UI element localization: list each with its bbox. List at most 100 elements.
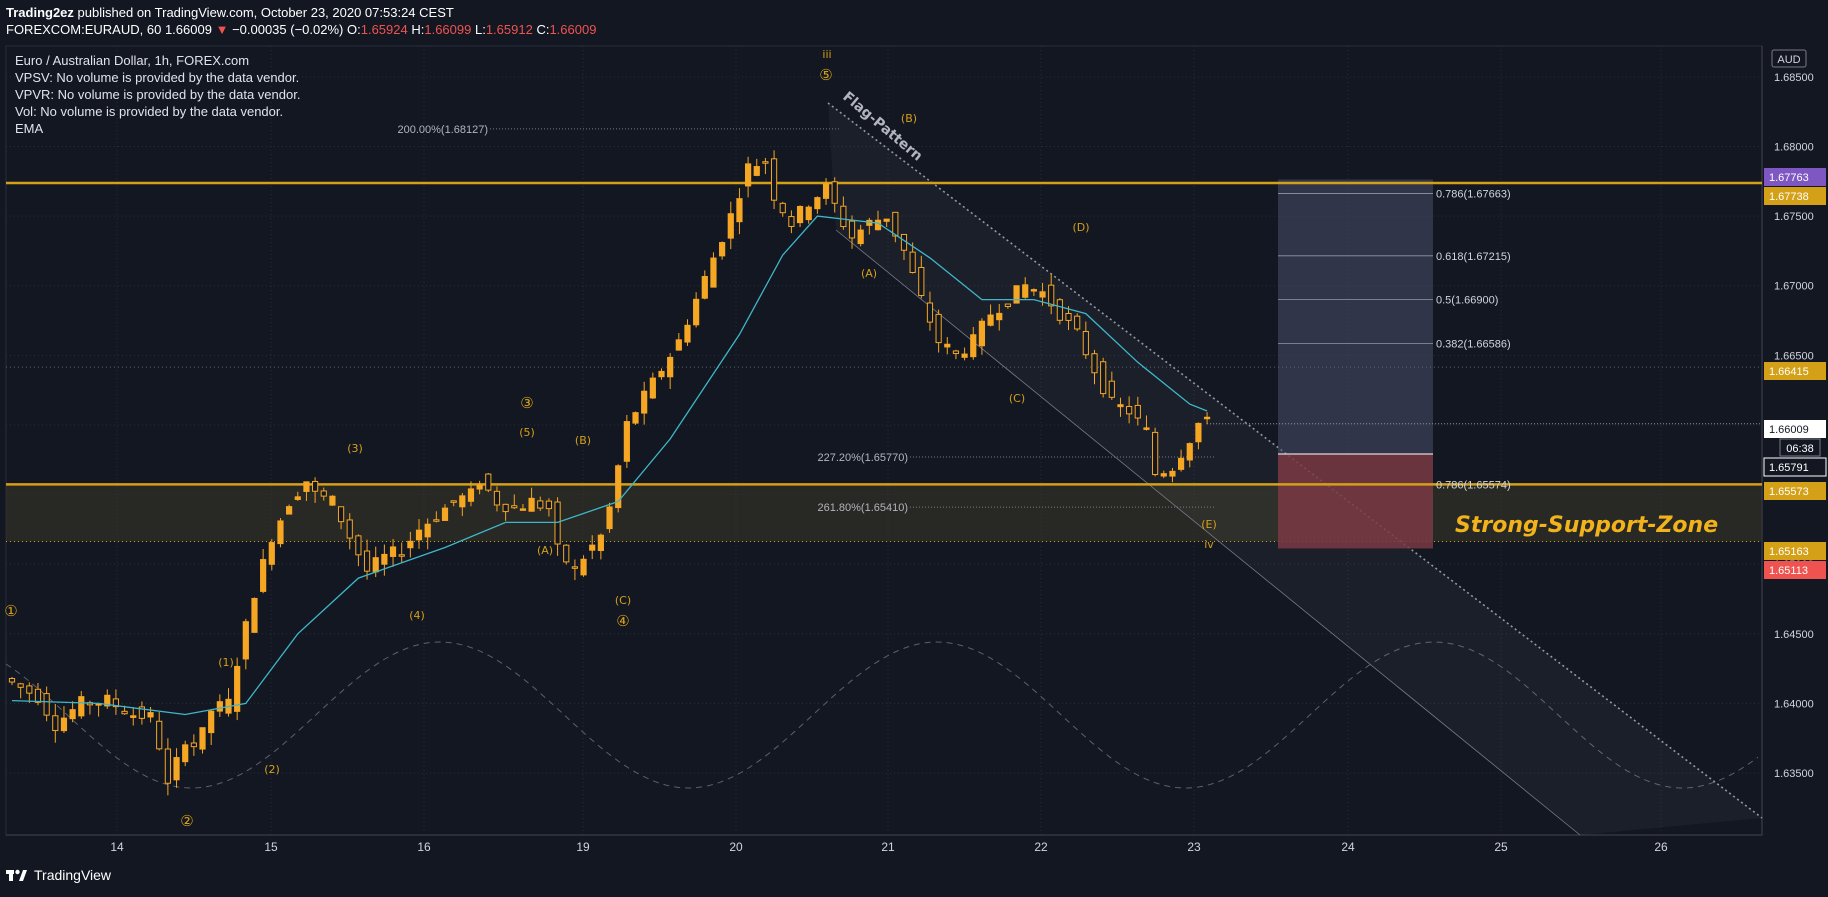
candle-body (770, 158, 778, 201)
candle-body (1074, 315, 1081, 330)
candle-body (684, 324, 691, 343)
price-tag-label: 1.65163 (1769, 546, 1809, 558)
legend-vol[interactable]: Vol: No volume is provided by the data v… (15, 104, 284, 119)
candle-body (606, 506, 613, 530)
candle-body (52, 715, 59, 732)
candle-body (1022, 284, 1029, 298)
flag-lower-line[interactable] (835, 229, 1581, 836)
candle-body (805, 206, 812, 221)
candle-body (753, 166, 760, 176)
tradingview-logo-icon (6, 869, 27, 881)
support-zone-label[interactable]: Strong-Support-Zone (1455, 513, 1718, 538)
wave-label[interactable]: (C) (1009, 392, 1025, 405)
candle-body (719, 242, 726, 257)
wave-label[interactable]: (D) (1072, 221, 1089, 234)
wave-label[interactable]: (A) (537, 544, 553, 557)
candle-body (1126, 406, 1133, 415)
candle-body (1048, 284, 1055, 307)
ema-line[interactable] (11, 215, 1208, 716)
price-tag[interactable] (1764, 561, 1826, 579)
wave-label[interactable]: (5) (519, 426, 535, 439)
wave-label[interactable]: ③ (520, 394, 533, 412)
candle-body (926, 302, 934, 323)
candle-body (294, 496, 301, 500)
legend-title[interactable]: Euro / Australian Dollar, 1h, FOREX.com (15, 53, 250, 68)
wave-label[interactable]: ② (180, 812, 193, 830)
wave-label[interactable]: (E) (1201, 518, 1217, 531)
target-box[interactable] (1278, 179, 1433, 455)
wave-label[interactable]: (C) (615, 594, 631, 607)
price-tag[interactable] (1764, 362, 1826, 380)
support-zone-band[interactable] (6, 484, 1762, 542)
wave-label[interactable]: (3) (347, 442, 363, 455)
price-tag[interactable] (1764, 420, 1826, 438)
candle-body (1134, 404, 1141, 419)
candle-body (641, 390, 648, 414)
candle-body (727, 213, 734, 239)
candle-body (623, 421, 630, 462)
y-tick-label: 1.66500 (1774, 350, 1814, 362)
price-tag[interactable] (1764, 168, 1826, 186)
price-tag[interactable] (1764, 542, 1826, 560)
candle-body (1082, 331, 1089, 356)
candle-body (303, 481, 310, 492)
wave-label[interactable]: ⑤ (819, 66, 832, 84)
legend-ema[interactable]: EMA (15, 121, 44, 136)
price-tag-label: 1.67763 (1769, 172, 1809, 184)
wave-label[interactable]: (1) (218, 656, 234, 669)
legend-vpsv[interactable]: VPSV: No volume is provided by the data … (15, 70, 300, 85)
candle-body (234, 665, 241, 712)
candle-body (355, 535, 362, 556)
high-value: 1.66099 (424, 22, 472, 37)
ohlc-line: FOREXCOM:EURAUD, 60 1.66009 ▼ −0.00035 (… (6, 22, 596, 37)
wave-label[interactable]: ① (4, 602, 17, 620)
legend-vpvr[interactable]: VPVR: No volume is provided by the data … (15, 87, 301, 102)
candle-body (164, 748, 171, 784)
publish-line: Trading2ez published on TradingView.com,… (6, 5, 454, 20)
candle-body (762, 161, 769, 164)
symbol-interval[interactable]: FOREXCOM:EURAUD, 60 (6, 22, 162, 37)
currency-label: AUD (1777, 54, 1800, 66)
wave-label[interactable]: iv (1204, 538, 1214, 551)
price-tag[interactable] (1764, 482, 1826, 500)
candle-body (199, 727, 206, 750)
candle-body (693, 298, 700, 326)
fib-retracement-label: 0.5(1.66900) (1436, 295, 1498, 307)
candle-body (251, 597, 258, 633)
price-tag[interactable] (1763, 457, 1827, 477)
stop-box[interactable] (1278, 454, 1433, 549)
currency-badge[interactable] (1771, 49, 1807, 68)
wave-label[interactable]: ④ (616, 612, 629, 630)
x-tick-label: 25 (1494, 840, 1508, 854)
candle-body (182, 744, 189, 763)
wave-label[interactable]: (4) (409, 609, 425, 622)
candle-body (441, 507, 449, 521)
wave-label[interactable]: (2) (264, 763, 280, 776)
candle-body (952, 350, 960, 355)
candle-body (710, 257, 717, 288)
tradingview-brand[interactable]: TradingView (6, 867, 111, 883)
wave-label[interactable]: (B) (575, 434, 591, 447)
x-tick-label: 16 (417, 840, 431, 854)
flag-upper-line[interactable] (827, 102, 1763, 819)
author-name[interactable]: Trading2ez (6, 5, 74, 20)
candle-body (415, 529, 423, 541)
candle-body (840, 205, 847, 228)
candle-body (589, 544, 596, 551)
price-tag[interactable] (1764, 187, 1826, 205)
y-tick-label: 1.67000 (1774, 281, 1814, 293)
candle-body (346, 519, 353, 539)
candle-body (675, 339, 682, 351)
y-tick-label: 1.63500 (1774, 768, 1814, 780)
wave-label[interactable]: iii (822, 48, 831, 61)
candle-body (1013, 285, 1020, 304)
candle-body (571, 566, 578, 569)
candle-body (277, 520, 284, 545)
wave-label[interactable]: (B) (901, 112, 917, 125)
price-tag-label: 1.65113 (1769, 565, 1808, 577)
wave-label[interactable]: (A) (861, 267, 877, 280)
price-chart[interactable]: 14 15 16 19 20 21 22 23 24 25 26 1.63500 1.64000 1.64… (0, 0, 1828, 862)
candle-body (389, 546, 397, 557)
candle-body (1169, 470, 1176, 477)
candle-body (173, 757, 180, 781)
